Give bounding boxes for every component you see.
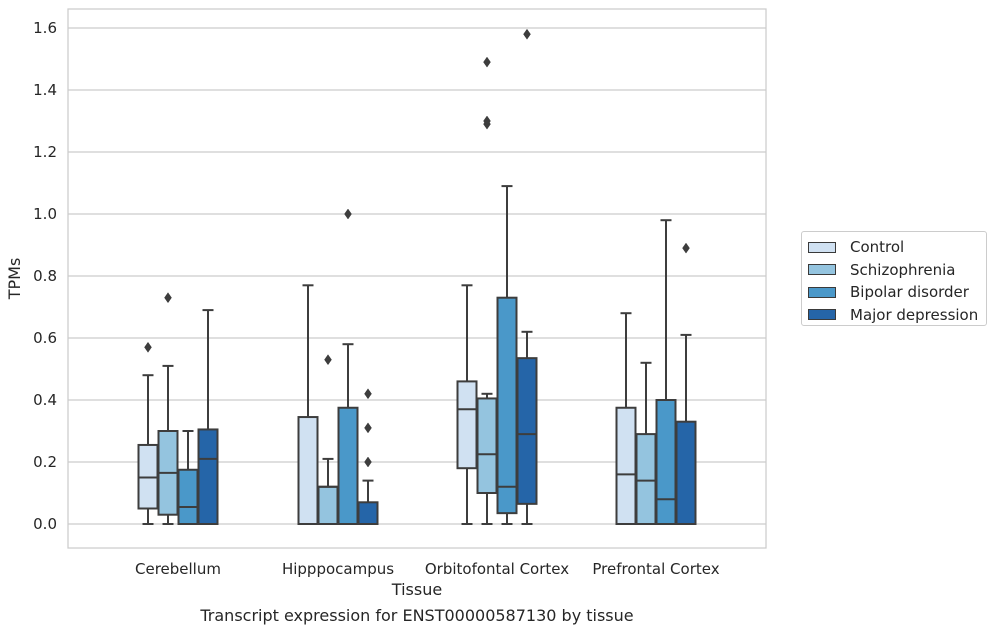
legend-item: Schizophrenia [808, 259, 986, 282]
box-iqr [635, 433, 657, 526]
box-plots [137, 28, 697, 526]
plot-frame [67, 8, 767, 549]
box-control [297, 284, 319, 525]
box-iqr [516, 357, 538, 505]
box-bipolar-disorder [655, 219, 677, 525]
x-tick-label: Hipppocampus [282, 560, 394, 578]
box-iqr [496, 296, 518, 515]
box-iqr [197, 428, 219, 526]
outlier-point [324, 354, 332, 366]
y-tick-label: 0.4 [33, 391, 57, 409]
x-tick-label: Orbitofontal Cortex [425, 560, 569, 578]
outlier-point [682, 242, 690, 254]
box-control [456, 284, 478, 525]
box-iqr [177, 468, 199, 525]
y-axis-label: TPMs [5, 258, 24, 301]
box-iqr [655, 399, 677, 525]
box-control [615, 312, 637, 525]
y-tick-label: 1.2 [33, 143, 57, 161]
legend: Control Schizophrenia Bipolar disorder Majo… [801, 231, 987, 326]
box-bipolar-disorder [496, 185, 518, 525]
y-tick-label: 0.6 [33, 329, 57, 347]
box-iqr [317, 485, 339, 525]
legend-item: Major depression [808, 304, 986, 327]
y-tick-label: 0.0 [33, 515, 57, 533]
box-iqr [337, 406, 359, 525]
box-iqr [456, 380, 478, 470]
box-schizophrenia [157, 292, 179, 525]
box-major-depression [357, 388, 379, 525]
box-iqr [297, 416, 319, 525]
x-axis-label: Tissue [391, 580, 442, 599]
box-bipolar-disorder [177, 430, 199, 525]
box-iqr [357, 501, 379, 525]
legend-swatch [808, 286, 836, 298]
legend-swatch [808, 309, 836, 321]
legend-swatch [808, 241, 836, 253]
chart-canvas: 0.0 0.2 0.4 0.6 0.8 1.0 1.2 1.4 1.6 Cerebellum Hi… [5, 8, 767, 599]
outlier-point [164, 292, 172, 304]
box-major-depression [197, 309, 219, 526]
box-control [137, 341, 159, 525]
gridlines [68, 27, 766, 525]
x-tick-label: Cerebellum [135, 560, 221, 578]
legend-label: Major depression [850, 305, 979, 324]
outlier-point [144, 341, 152, 353]
legend-item: Bipolar disorder [808, 281, 986, 304]
outlier-point [523, 28, 531, 40]
y-tick-label: 0.8 [33, 267, 57, 285]
outlier-point [364, 422, 372, 434]
box-schizophrenia [476, 56, 498, 525]
box-schizophrenia [317, 354, 339, 525]
y-tick-label: 1.0 [33, 205, 57, 223]
box-major-depression [675, 242, 697, 526]
box-iqr [615, 406, 637, 525]
box-bipolar-disorder [337, 208, 359, 525]
box-major-depression [516, 28, 538, 525]
legend-swatch [808, 264, 836, 276]
legend-item: Control [808, 236, 986, 259]
legend-label: Schizophrenia [850, 260, 956, 279]
legend-label: Bipolar disorder [850, 283, 969, 302]
y-tick-labels: 0.0 0.2 0.4 0.6 0.8 1.0 1.2 1.4 1.6 [33, 19, 57, 533]
outlier-point [483, 56, 491, 68]
outlier-point [483, 115, 491, 127]
box-iqr [476, 397, 498, 495]
x-tick-labels: Cerebellum Hipppocampus Orbitofontal Corte… [135, 560, 720, 578]
box-schizophrenia [635, 361, 657, 526]
y-tick-label: 1.6 [33, 19, 57, 37]
y-tick-label: 1.4 [33, 81, 57, 99]
y-tick-label: 0.2 [33, 453, 57, 471]
box-iqr [675, 420, 697, 526]
outlier-point [364, 388, 372, 400]
chart-caption: Transcript expression for ENST0000058713… [200, 606, 634, 625]
outlier-point [344, 208, 352, 220]
x-tick-label: Prefrontal Cortex [592, 560, 719, 578]
legend-label: Control [850, 238, 905, 257]
outlier-point [364, 456, 372, 468]
